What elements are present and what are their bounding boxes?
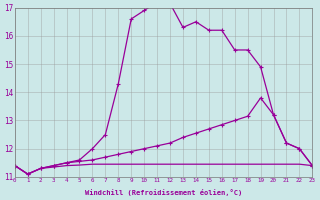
X-axis label: Windchill (Refroidissement éolien,°C): Windchill (Refroidissement éolien,°C): [85, 189, 242, 196]
